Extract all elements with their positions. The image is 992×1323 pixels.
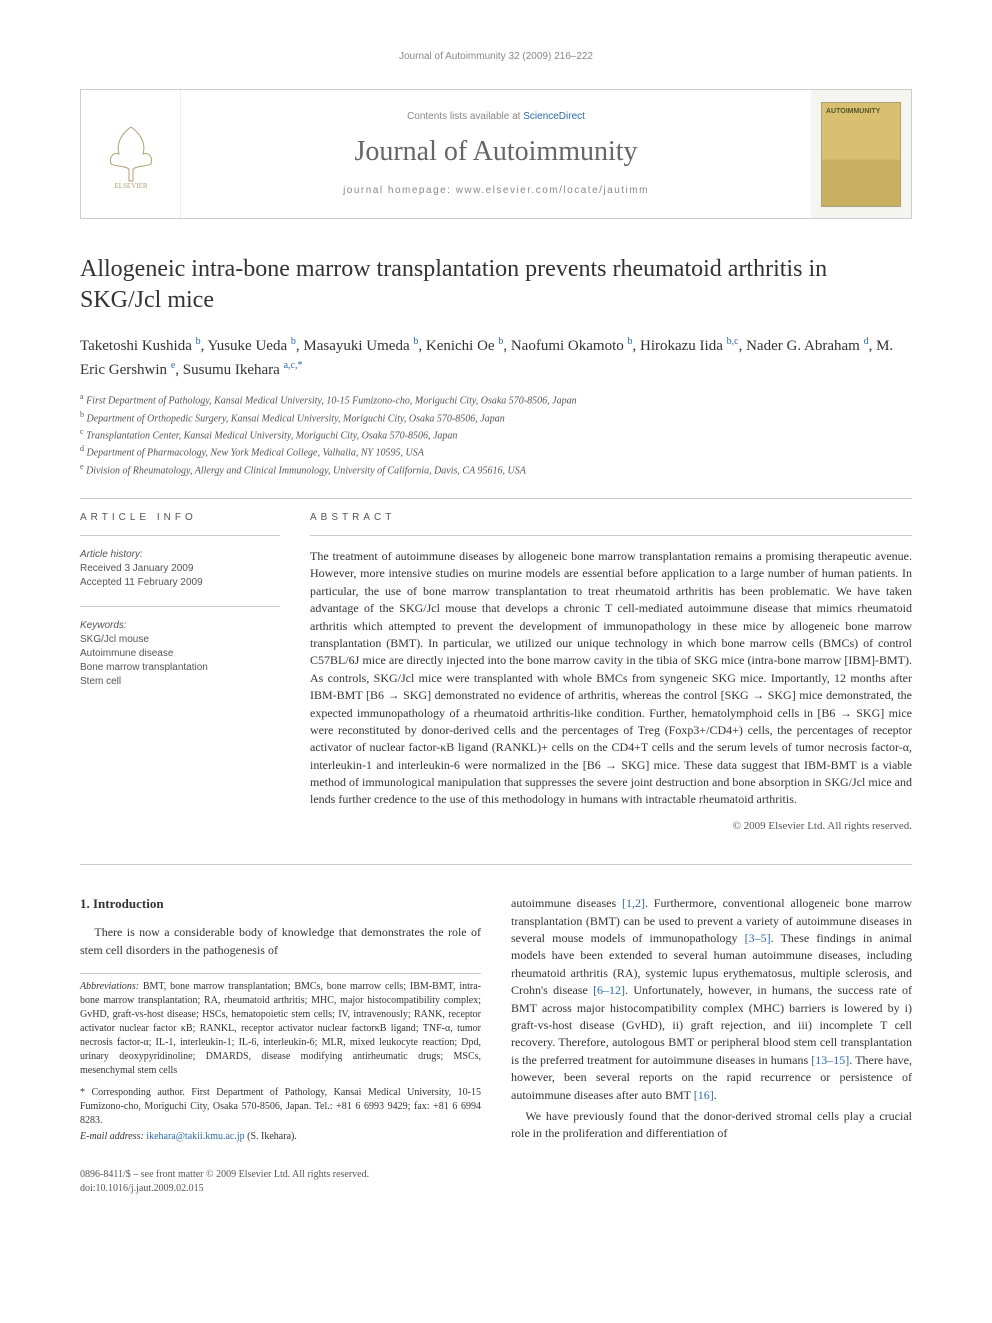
journal-title: Journal of Autoimmunity (354, 132, 637, 171)
svg-text:ELSEVIER: ELSEVIER (114, 182, 147, 189)
affiliation-line: c Transplantation Center, Kansai Medical… (80, 426, 912, 443)
email-suffix: (S. Ikehara). (245, 1131, 297, 1142)
intro-paragraph-left: There is now a considerable body of know… (80, 924, 481, 959)
masthead-center: Contents lists available at ScienceDirec… (181, 90, 811, 218)
citation-link[interactable]: [1,2] (622, 896, 645, 910)
accepted-date: Accepted 11 February 2009 (80, 576, 280, 590)
kw-2: Autoimmune disease (80, 647, 280, 661)
article-history: Article history: Received 3 January 2009… (80, 548, 280, 590)
keywords-label: Keywords: (80, 619, 280, 633)
intro-paragraph-right-2: We have previously found that the donor-… (511, 1108, 912, 1143)
info-abstract-row: ARTICLE INFO Article history: Received 3… (80, 511, 912, 834)
corresponding-email-link[interactable]: ikehara@takii.kmu.ac.jp (144, 1131, 245, 1142)
abstract-column: ABSTRACT The treatment of autoimmune dis… (310, 511, 912, 834)
citation-link[interactable]: [13–15] (811, 1053, 849, 1067)
received-date: Received 3 January 2009 (80, 562, 280, 576)
homepage-prefix: journal homepage: (343, 185, 456, 196)
cover-title: AUTOIMMUNITY (826, 107, 896, 117)
journal-cover-thumbnail: AUTOIMMUNITY (821, 102, 901, 207)
body-right-column: autoimmune diseases [1,2]. Furthermore, … (511, 895, 912, 1144)
kw-1: SKG/Jcl mouse (80, 633, 280, 647)
abbreviations-footnote: Abbreviations: BMT, bone marrow transpla… (80, 980, 481, 1078)
journal-masthead: ELSEVIER Contents lists available at Sci… (80, 89, 912, 219)
article-title: Allogeneic intra-bone marrow transplanta… (80, 254, 912, 316)
affiliation-line: b Department of Orthopedic Surgery, Kans… (80, 409, 912, 426)
divider (80, 498, 912, 499)
author-list: Taketoshi Kushida b, Yusuke Ueda b, Masa… (80, 334, 912, 381)
body-two-column: 1. Introduction There is now a considera… (80, 895, 912, 1144)
page-footer: 0896-8411/$ – see front matter © 2009 El… (80, 1168, 912, 1196)
article-info-label: ARTICLE INFO (80, 511, 280, 525)
citation-link[interactable]: [16] (694, 1088, 714, 1102)
journal-cover-cell: AUTOIMMUNITY (811, 90, 911, 218)
contents-prefix: Contents lists available at (407, 111, 523, 122)
email-footnote: E-mail address: ikehara@takii.kmu.ac.jp … (80, 1130, 481, 1144)
article-info-column: ARTICLE INFO Article history: Received 3… (80, 511, 280, 834)
running-head: Journal of Autoimmunity 32 (2009) 216–22… (80, 50, 912, 64)
footnotes-block: Abbreviations: BMT, bone marrow transpla… (80, 973, 481, 1144)
contents-available-line: Contents lists available at ScienceDirec… (407, 110, 585, 124)
abbrev-label: Abbreviations: (80, 981, 139, 992)
history-label: Article history: (80, 548, 280, 562)
abstract-copyright: © 2009 Elsevier Ltd. All rights reserved… (310, 819, 912, 834)
divider (310, 535, 912, 536)
abbrev-text: BMT, bone marrow transplantation; BMCs, … (80, 981, 481, 1076)
intro-paragraph-right-1: autoimmune diseases [1,2]. Furthermore, … (511, 895, 912, 1104)
affiliations-list: a First Department of Pathology, Kansai … (80, 391, 912, 478)
email-label: E-mail address: (80, 1131, 144, 1142)
citation-link[interactable]: [6–12] (593, 983, 625, 997)
divider (80, 535, 280, 536)
abstract-label: ABSTRACT (310, 511, 912, 525)
intro-heading: 1. Introduction (80, 895, 481, 914)
publisher-logo-cell: ELSEVIER (81, 90, 181, 218)
affiliation-line: d Department of Pharmacology, New York M… (80, 443, 912, 460)
homepage-url[interactable]: www.elsevier.com/locate/jautimm (456, 185, 649, 196)
doi-line: doi:10.1016/j.jaut.2009.02.015 (80, 1182, 912, 1196)
sciencedirect-link[interactable]: ScienceDirect (523, 111, 585, 122)
affiliation-line: e Division of Rheumatology, Allergy and … (80, 461, 912, 478)
elsevier-tree-icon: ELSEVIER (101, 119, 161, 189)
divider (80, 864, 912, 865)
journal-homepage-line: journal homepage: www.elsevier.com/locat… (343, 184, 649, 198)
body-left-column: 1. Introduction There is now a considera… (80, 895, 481, 1144)
article-page: Journal of Autoimmunity 32 (2009) 216–22… (0, 0, 992, 1236)
divider (80, 606, 280, 607)
kw-3: Bone marrow transplantation (80, 661, 280, 675)
citation-link[interactable]: [3–5] (745, 931, 771, 945)
corresponding-author-footnote: * Corresponding author. First Department… (80, 1086, 481, 1128)
keywords-block: Keywords: SKG/Jcl mouse Autoimmune disea… (80, 619, 280, 689)
affiliation-line: a First Department of Pathology, Kansai … (80, 391, 912, 408)
abstract-text: The treatment of autoimmune diseases by … (310, 548, 912, 809)
front-matter-line: 0896-8411/$ – see front matter © 2009 El… (80, 1168, 912, 1182)
kw-4: Stem cell (80, 675, 280, 689)
